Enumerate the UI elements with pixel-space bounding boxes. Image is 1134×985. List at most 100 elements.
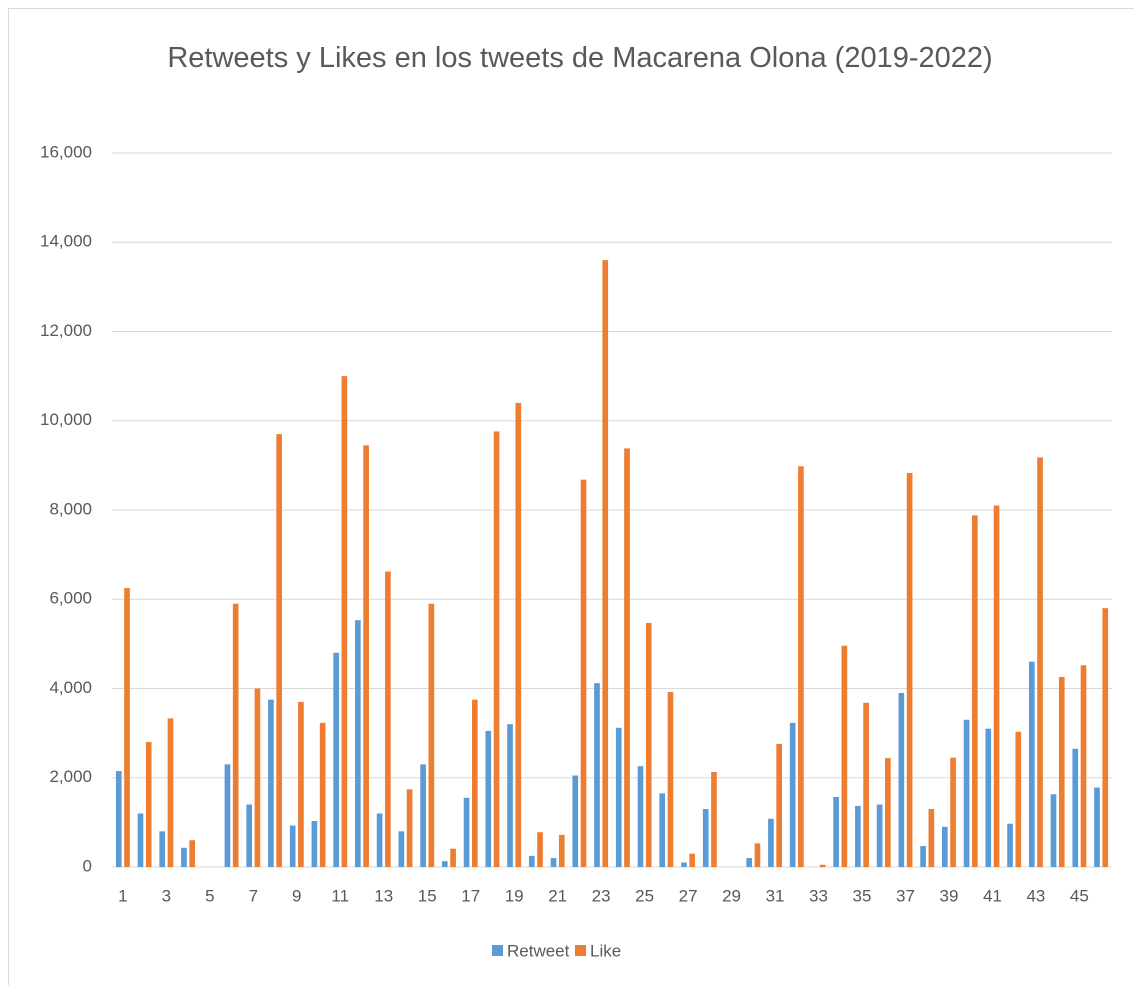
bar — [689, 853, 696, 867]
bar — [667, 692, 674, 867]
bar — [355, 620, 361, 867]
y-tick-label: 8,000 — [49, 499, 92, 518]
bar — [711, 771, 717, 867]
bar — [224, 764, 231, 867]
x-tick-label: 3 — [162, 886, 171, 905]
bar — [311, 821, 318, 867]
bar — [789, 722, 796, 867]
bar — [928, 808, 935, 867]
bar — [159, 831, 166, 867]
bar — [572, 775, 579, 867]
x-tick-label: 19 — [505, 886, 524, 905]
x-tick-label: 27 — [679, 886, 698, 905]
bar — [1072, 748, 1079, 867]
y-tick-label: 16,000 — [40, 142, 92, 161]
x-tick-label: 9 — [292, 886, 301, 905]
bar — [637, 766, 644, 867]
bar — [876, 804, 883, 867]
bar — [115, 771, 122, 867]
bar — [246, 804, 252, 867]
bar — [681, 862, 687, 867]
y-tick-label: 6,000 — [49, 589, 92, 608]
bar — [507, 724, 513, 867]
bar — [254, 688, 261, 867]
y-tick-label: 12,000 — [40, 321, 92, 340]
bar — [906, 472, 913, 867]
bar — [558, 834, 565, 867]
bar — [624, 448, 630, 867]
bar — [376, 813, 383, 867]
bar — [855, 805, 861, 867]
bar — [863, 702, 869, 867]
bar — [1058, 676, 1065, 867]
bar — [450, 848, 456, 867]
bar — [528, 855, 535, 867]
bar — [1050, 794, 1057, 867]
bar — [1028, 661, 1035, 867]
bar — [406, 789, 413, 867]
x-tick-label: 31 — [766, 886, 785, 905]
x-tick-label: 1 — [118, 886, 127, 905]
legend-swatch — [575, 945, 586, 956]
x-tick-label: 33 — [809, 886, 828, 905]
bar — [276, 434, 282, 867]
bar — [920, 846, 926, 867]
bar — [819, 864, 826, 867]
legend-label: Retweet — [507, 941, 570, 960]
bar — [594, 683, 600, 867]
x-tick-label: 45 — [1070, 886, 1089, 905]
bar — [485, 730, 492, 867]
bar — [841, 645, 848, 867]
bar — [289, 825, 296, 867]
bar — [798, 466, 804, 867]
x-tick-label: 35 — [853, 886, 872, 905]
bar — [833, 796, 839, 867]
x-tick-label: 29 — [722, 886, 741, 905]
bar — [493, 431, 500, 867]
bar — [1094, 787, 1100, 867]
x-tick-label: 7 — [249, 886, 258, 905]
bar — [268, 699, 274, 867]
bar — [754, 843, 761, 867]
bar — [615, 727, 622, 867]
bar — [145, 742, 152, 867]
bar — [659, 793, 666, 867]
x-tick-label: 11 — [331, 886, 349, 905]
legend-label: Like — [590, 941, 621, 960]
bar — [341, 376, 348, 867]
bar — [137, 813, 144, 867]
bar — [985, 728, 992, 867]
bar — [645, 622, 652, 867]
x-tick-label: 41 — [983, 886, 1002, 905]
y-tick-label: 14,000 — [40, 232, 92, 251]
chart-title: Retweets y Likes en los tweets de Macare… — [167, 42, 993, 74]
bar — [993, 505, 1000, 867]
bar — [442, 861, 448, 867]
x-tick-label: 25 — [635, 886, 654, 905]
x-tick-label: 13 — [374, 886, 393, 905]
bar — [1037, 457, 1043, 867]
bar — [972, 515, 978, 867]
bar — [298, 701, 304, 867]
bar — [885, 758, 891, 867]
bar — [398, 831, 405, 867]
bar — [319, 722, 326, 867]
bar — [942, 826, 948, 867]
x-tick-label: 5 — [205, 886, 214, 905]
bar — [602, 260, 609, 868]
x-tick-label: 39 — [939, 886, 958, 905]
bar — [537, 832, 543, 867]
x-tick-label: 37 — [896, 886, 915, 905]
bar — [167, 718, 174, 867]
bar — [181, 847, 187, 867]
bar — [124, 588, 130, 867]
bar — [950, 757, 956, 867]
bar — [1007, 823, 1013, 867]
bar — [550, 858, 557, 867]
y-tick-label: 2,000 — [49, 767, 92, 786]
bar — [746, 858, 752, 867]
y-tick-label: 4,000 — [49, 678, 92, 697]
bar — [333, 652, 339, 867]
bar — [472, 699, 478, 867]
